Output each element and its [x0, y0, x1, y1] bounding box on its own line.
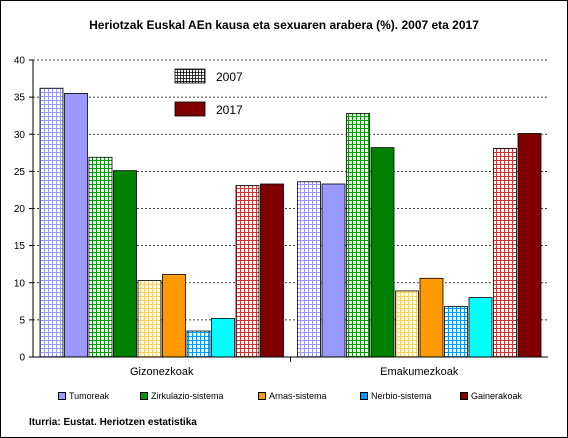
legend-item: Zirkulazio-sistema [140, 391, 224, 401]
bar-1-9 [517, 133, 542, 358]
y-tick-label: 0 [19, 353, 25, 364]
y-tick-label: 30 [14, 130, 26, 141]
y-tick-label: 20 [14, 204, 26, 215]
legend-label: Tumoreak [69, 391, 110, 401]
bar-0-7 [211, 317, 235, 358]
bar-0-2 [88, 156, 113, 358]
cause-legend: Tumoreak Zirkulazio-sistema Arnas-sistema N… [58, 391, 538, 405]
legend-item: Nerbio-sistema [360, 391, 432, 401]
bar-1-7 [468, 297, 493, 358]
legend-item: Arnas-sistema [258, 391, 327, 401]
legend-label: Nerbio-sistema [371, 391, 432, 401]
bar-0-4 [137, 280, 162, 358]
category-label: Emakumezkoak [380, 366, 459, 378]
y-tick-label: 40 [14, 56, 26, 67]
bar-0-6 [186, 330, 211, 358]
bar-0-0 [39, 87, 64, 358]
bar-1-3 [370, 147, 395, 358]
legend-swatch [58, 391, 66, 400]
bar-0-3 [113, 170, 137, 358]
bar-0-9 [260, 183, 284, 358]
legend-swatch [140, 391, 148, 400]
legend-swatch [360, 391, 368, 400]
chart-title: Heriotzak Euskal AEn kausa eta sexuaren … [89, 18, 479, 32]
legend-label: Zirkulazio-sistema [151, 391, 224, 401]
y-tick-label: 15 [14, 241, 26, 252]
legend-swatch [460, 391, 468, 400]
source-note: Iturria: Eustat. Heriotzen estatistika [29, 417, 197, 428]
bar-1-5 [419, 277, 444, 358]
year-legend-swatch [174, 101, 206, 117]
year-legend-label: 2017 [216, 103, 243, 117]
y-tick-label: 35 [14, 93, 26, 104]
bar-0-5 [162, 274, 186, 358]
legend-label: Gainerakoak [471, 391, 523, 401]
bar-1-2 [346, 113, 370, 358]
legend-swatch [258, 391, 266, 400]
year-legend-swatch [174, 68, 206, 84]
bar-1-8 [493, 147, 517, 358]
bar-0-8 [235, 185, 260, 358]
y-tick-label: 10 [14, 278, 26, 289]
legend-item: Tumoreak [58, 391, 109, 401]
y-tick-label: 5 [19, 315, 25, 326]
bar-1-6 [444, 306, 468, 358]
y-tick-label: 25 [14, 167, 26, 178]
category-label: Gizonezkoak [130, 366, 194, 378]
bar-0-1 [64, 93, 88, 358]
bar-1-4 [395, 290, 419, 358]
bar-1-1 [321, 183, 346, 358]
bar-1-0 [297, 181, 321, 358]
legend-label: Arnas-sistema [269, 391, 327, 401]
legend-item: Gainerakoak [460, 391, 522, 401]
year-legend-label: 2007 [216, 70, 243, 84]
